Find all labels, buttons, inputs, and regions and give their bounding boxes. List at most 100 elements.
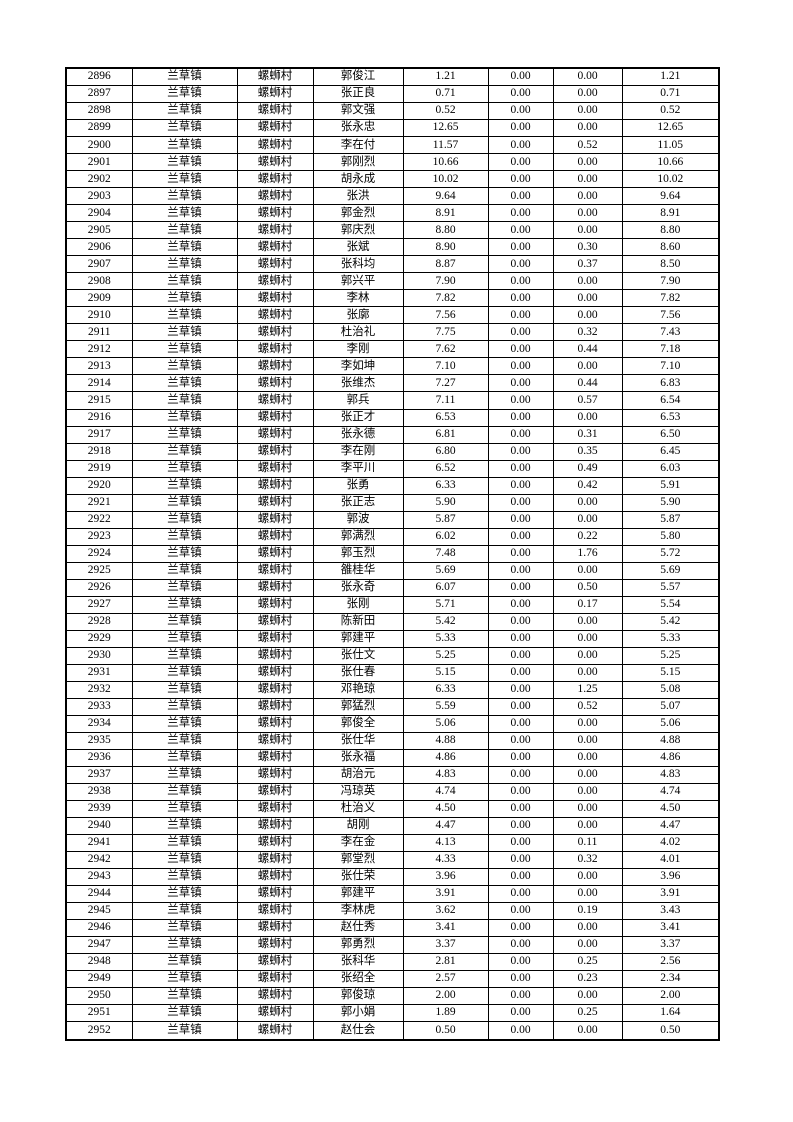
cell-amount-4: 8.80 [621,221,720,240]
cell-person-name: 胡永成 [312,170,404,189]
cell-amount-2: 0.00 [487,459,554,478]
cell-amount-3: 0.25 [552,1004,623,1023]
cell-town: 兰草镇 [131,136,238,155]
cell-amount-2: 0.00 [487,987,554,1006]
cell-amount-3: 0.00 [552,561,623,580]
cell-amount-1: 5.15 [402,663,489,682]
cell-village: 螺蛳村 [236,833,314,852]
cell-person-name: 李平川 [312,459,404,478]
cell-person-name: 李在金 [312,833,404,852]
table-row: 2946 兰草镇 螺蛳村 赵仕秀 3.41 0.00 0.00 3.41 [65,918,720,937]
cell-amount-1: 8.91 [402,204,489,223]
cell-amount-2: 0.00 [487,85,554,104]
cell-person-name: 郭建平 [312,884,404,903]
cell-amount-2: 0.00 [487,102,554,121]
cell-amount-2: 0.00 [487,612,554,631]
cell-row-id: 2904 [65,204,133,223]
table-row: 2916 兰草镇 螺蛳村 张正才 6.53 0.00 0.00 6.53 [65,408,720,427]
cell-amount-1: 10.02 [402,170,489,189]
cell-amount-4: 8.50 [621,255,720,274]
table-row: 2950 兰草镇 螺蛳村 郭俊琼 2.00 0.00 0.00 2.00 [65,987,720,1006]
cell-row-id: 2902 [65,170,133,189]
cell-amount-4: 4.88 [621,731,720,750]
cell-village: 螺蛳村 [236,204,314,223]
cell-person-name: 胡治元 [312,765,404,784]
table-row: 2911 兰草镇 螺蛳村 杜治礼 7.75 0.00 0.32 7.43 [65,323,720,342]
cell-village: 螺蛳村 [236,153,314,172]
table-row: 2896 兰草镇 螺蛳村 郭俊江 1.21 0.00 0.00 1.21 [65,67,720,87]
cell-amount-2: 0.00 [487,136,554,155]
cell-amount-2: 0.00 [487,1021,554,1041]
cell-row-id: 2941 [65,833,133,852]
cell-amount-3: 0.00 [552,731,623,750]
cell-town: 兰草镇 [131,987,238,1006]
cell-amount-4: 5.33 [621,629,720,648]
cell-amount-4: 1.21 [621,67,720,87]
cell-row-id: 2905 [65,221,133,240]
cell-row-id: 2936 [65,748,133,767]
table-row: 2944 兰草镇 螺蛳村 郭建平 3.91 0.00 0.00 3.91 [65,884,720,903]
table-row: 2917 兰草镇 螺蛳村 张永德 6.81 0.00 0.31 6.50 [65,425,720,444]
cell-village: 螺蛳村 [236,578,314,597]
cell-person-name: 郭猛烈 [312,697,404,716]
cell-amount-4: 7.43 [621,323,720,342]
cell-town: 兰草镇 [131,765,238,784]
cell-village: 螺蛳村 [236,748,314,767]
cell-amount-1: 5.06 [402,714,489,733]
cell-amount-4: 5.42 [621,612,720,631]
cell-amount-3: 0.00 [552,408,623,427]
table-row: 2931 兰草镇 螺蛳村 张仕春 5.15 0.00 0.00 5.15 [65,663,720,682]
cell-amount-2: 0.00 [487,884,554,903]
cell-town: 兰草镇 [131,442,238,461]
cell-amount-2: 0.00 [487,442,554,461]
cell-amount-2: 0.00 [487,306,554,325]
cell-amount-1: 7.75 [402,323,489,342]
table-row: 2909 兰草镇 螺蛳村 李林 7.82 0.00 0.00 7.82 [65,289,720,308]
cell-town: 兰草镇 [131,238,238,257]
cell-town: 兰草镇 [131,578,238,597]
cell-amount-3: 0.57 [552,391,623,410]
table-row: 2933 兰草镇 螺蛳村 郭猛烈 5.59 0.00 0.52 5.07 [65,697,720,716]
cell-amount-2: 0.00 [487,918,554,937]
cell-village: 螺蛳村 [236,612,314,631]
cell-person-name: 雒桂华 [312,561,404,580]
cell-amount-2: 0.00 [487,799,554,818]
cell-amount-1: 7.11 [402,391,489,410]
cell-amount-2: 0.00 [487,544,554,563]
table-row: 2902 兰草镇 螺蛳村 胡永成 10.02 0.00 0.00 10.02 [65,170,720,189]
cell-amount-3: 0.00 [552,612,623,631]
cell-town: 兰草镇 [131,816,238,835]
cell-village: 螺蛳村 [236,544,314,563]
cell-row-id: 2925 [65,561,133,580]
cell-person-name: 李在付 [312,136,404,155]
cell-amount-2: 0.00 [487,204,554,223]
cell-village: 螺蛳村 [236,85,314,104]
cell-town: 兰草镇 [131,799,238,818]
cell-amount-1: 7.62 [402,340,489,359]
table-row: 2920 兰草镇 螺蛳村 张勇 6.33 0.00 0.42 5.91 [65,476,720,495]
cell-person-name: 张仕华 [312,731,404,750]
cell-row-id: 2912 [65,340,133,359]
cell-amount-2: 0.00 [487,833,554,852]
cell-person-name: 郭建平 [312,629,404,648]
cell-village: 螺蛳村 [236,1021,314,1041]
cell-town: 兰草镇 [131,970,238,989]
cell-row-id: 2920 [65,476,133,495]
cell-amount-2: 0.00 [487,374,554,393]
table-row: 2919 兰草镇 螺蛳村 李平川 6.52 0.00 0.49 6.03 [65,459,720,478]
cell-row-id: 2950 [65,987,133,1006]
cell-amount-1: 3.62 [402,901,489,920]
cell-person-name: 郭兴平 [312,272,404,291]
cell-person-name: 郭金烈 [312,204,404,223]
cell-row-id: 2914 [65,374,133,393]
cell-amount-4: 5.08 [621,680,720,699]
cell-amount-3: 0.00 [552,102,623,121]
cell-row-id: 2919 [65,459,133,478]
cell-village: 螺蛳村 [236,102,314,121]
cell-amount-1: 6.33 [402,476,489,495]
cell-row-id: 2898 [65,102,133,121]
cell-amount-1: 5.90 [402,493,489,512]
table-row: 2947 兰草镇 螺蛳村 郭勇烈 3.37 0.00 0.00 3.37 [65,935,720,955]
cell-amount-4: 4.74 [621,782,720,801]
